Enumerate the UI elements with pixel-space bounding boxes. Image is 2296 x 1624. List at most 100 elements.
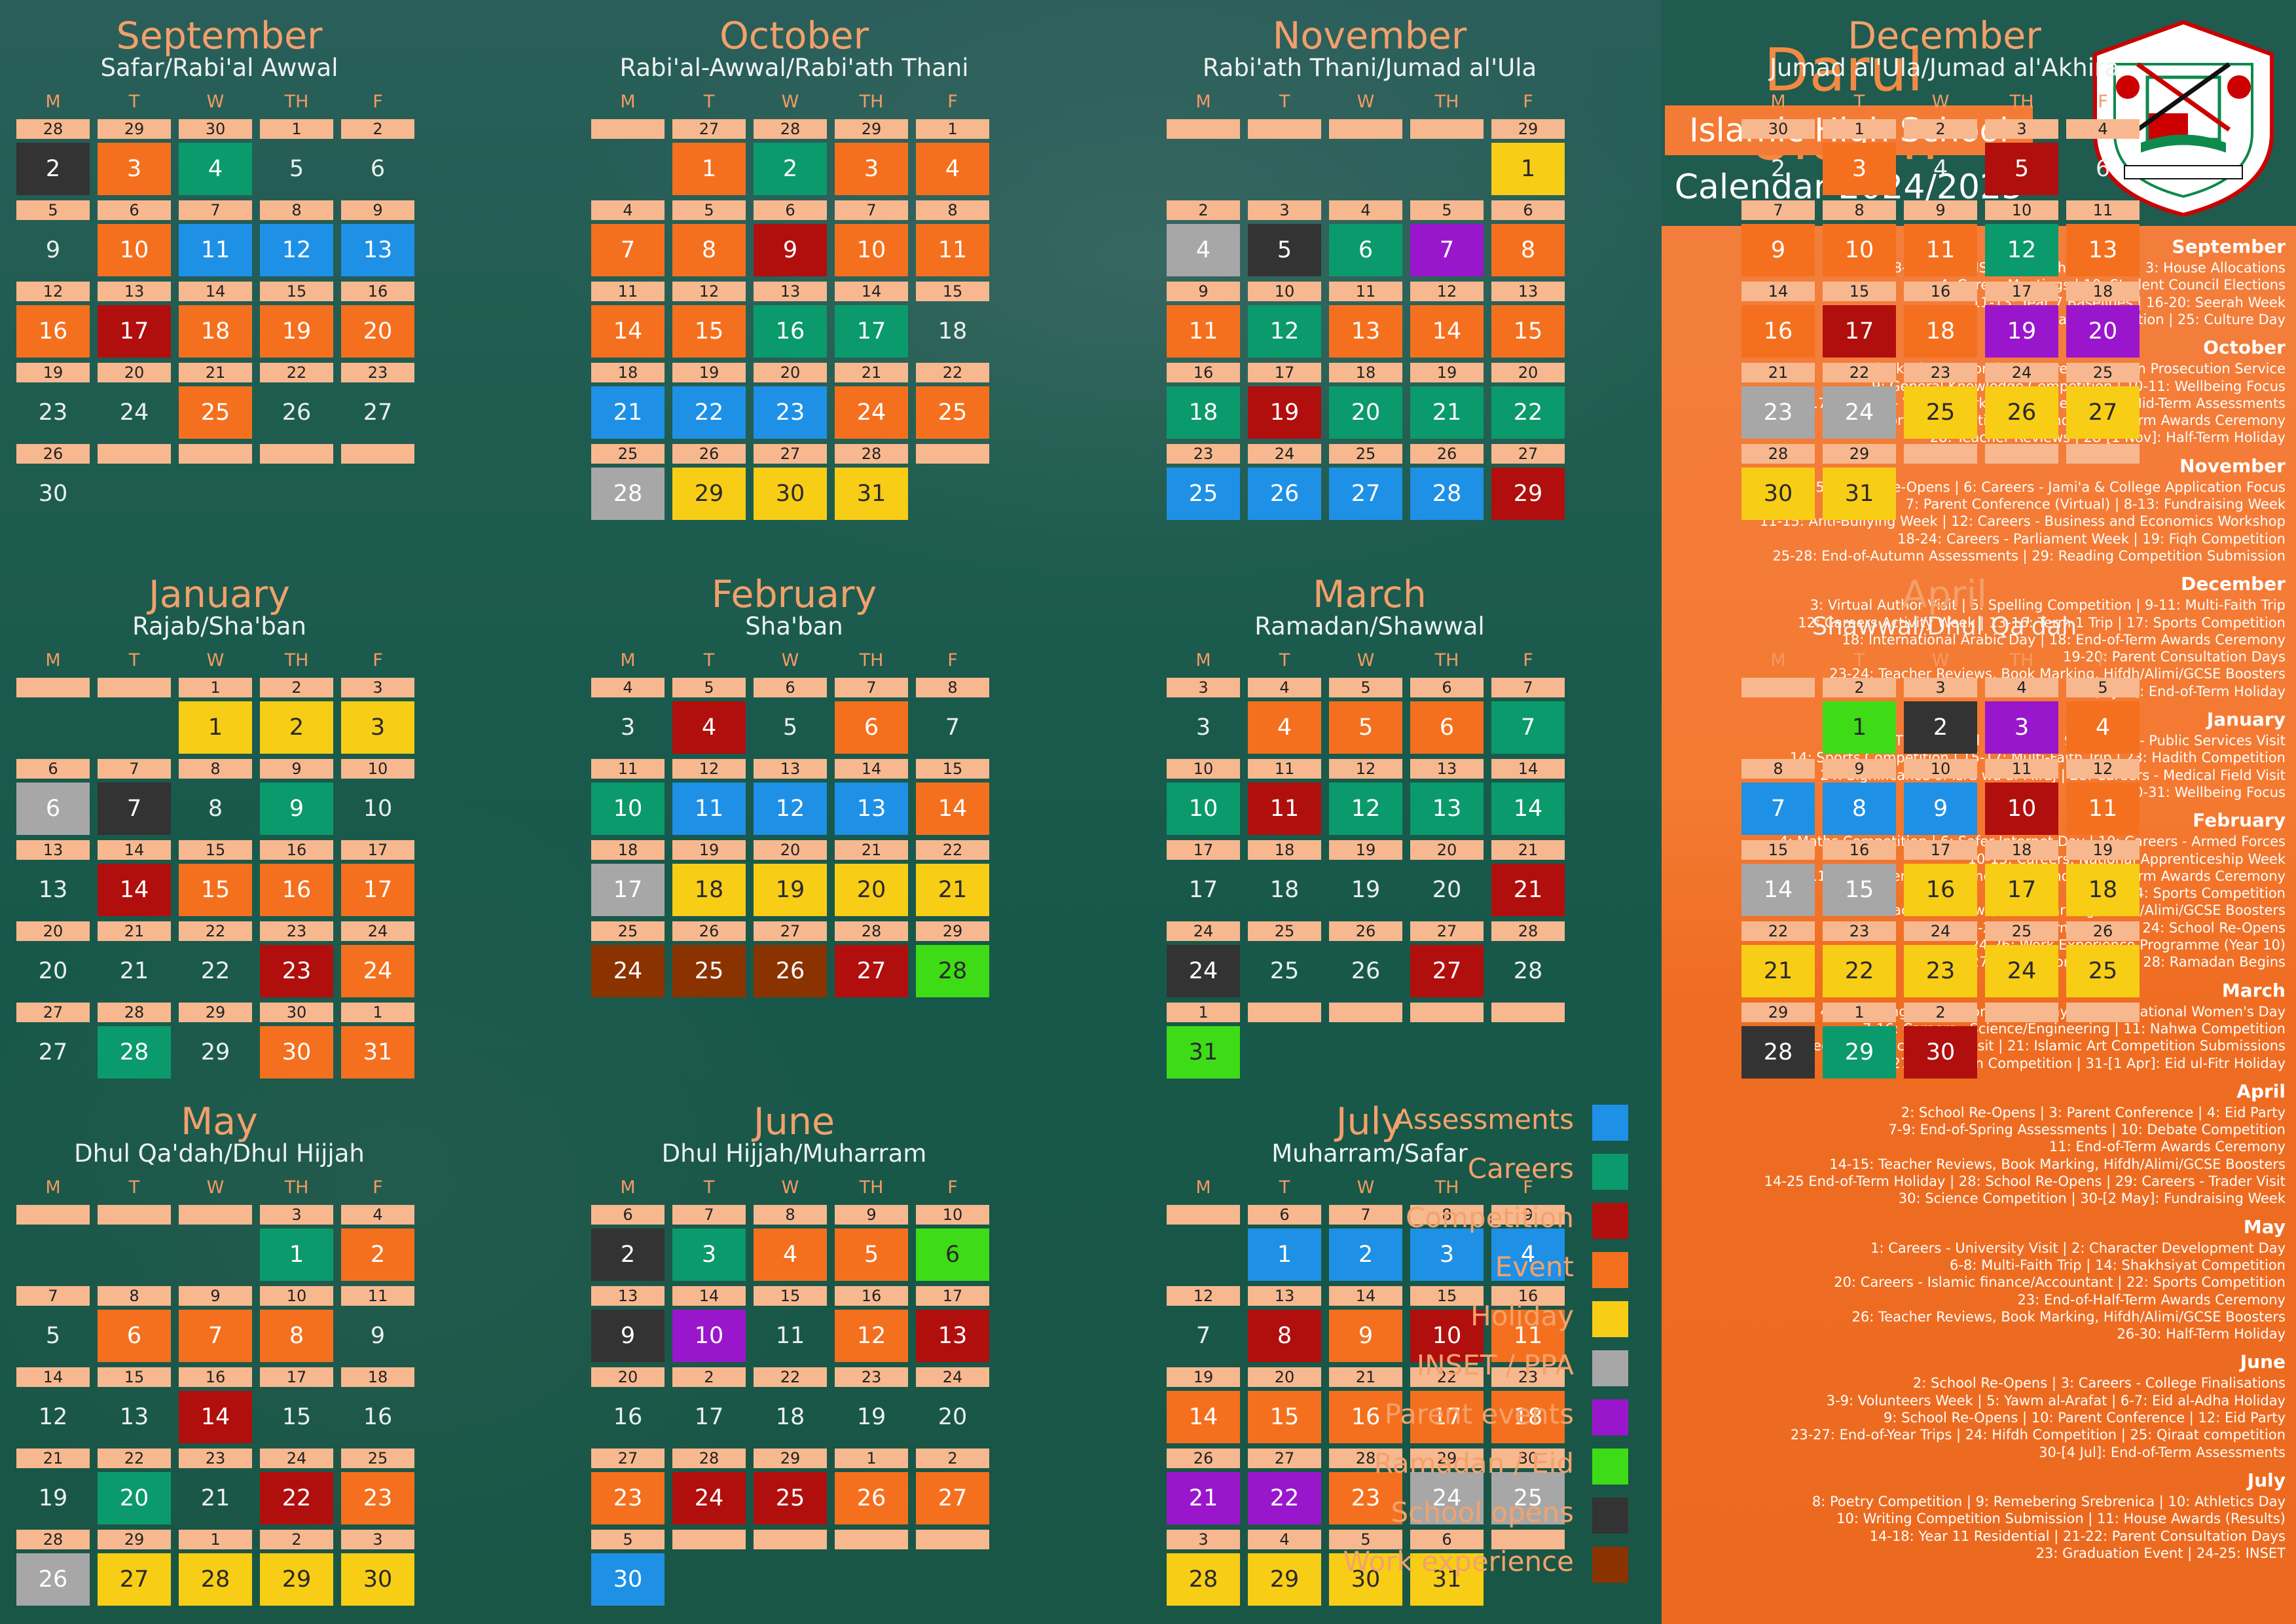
day-cell[interactable]: 19 [856,1404,886,1430]
day-cell[interactable]: 30 [38,481,68,507]
day-cell[interactable]: 3 [341,701,414,754]
day-cell[interactable]: 2 [260,701,333,754]
day-cell[interactable]: 10 [835,224,908,276]
day-cell[interactable]: 17 [1823,305,1896,358]
day-cell[interactable]: 19 [1248,386,1321,439]
day-cell[interactable]: 14 [179,1391,252,1443]
day-cell[interactable]: 1 [1823,701,1896,754]
day-cell[interactable]: 28 [1741,1026,1815,1079]
day-cell[interactable]: 25 [916,386,989,439]
day-cell[interactable]: 8 [1248,1310,1321,1362]
day-cell[interactable]: 24 [1985,945,2058,997]
day-cell[interactable]: 8 [672,224,746,276]
day-cell[interactable]: 3 [98,143,171,195]
day-cell[interactable]: 30 [341,1553,414,1606]
day-cell[interactable]: 23 [591,1472,665,1524]
day-cell[interactable]: 21 [591,386,665,439]
day-cell[interactable]: 29 [672,468,746,520]
day-cell[interactable]: 19 [754,864,827,916]
day-cell[interactable]: 10 [363,796,393,822]
day-cell[interactable]: 5 [782,714,798,741]
day-cell[interactable]: 11 [775,1323,805,1349]
day-cell[interactable]: 3 [835,143,908,195]
day-cell[interactable]: 20 [1432,877,1462,903]
day-cell[interactable]: 26 [835,1472,908,1524]
day-cell[interactable]: 13 [119,1404,149,1430]
day-cell[interactable]: 14 [916,783,989,835]
day-cell[interactable]: 2 [754,143,827,195]
day-cell[interactable]: 24 [672,1472,746,1524]
day-cell[interactable]: 3 [1410,1228,1484,1281]
day-cell[interactable]: 18 [179,305,252,358]
day-cell[interactable]: 31 [1410,1553,1484,1606]
day-cell[interactable]: 18 [2066,864,2140,916]
day-cell[interactable]: 3 [620,714,636,741]
day-cell[interactable]: 23 [260,945,333,997]
day-cell[interactable]: 27 [38,1039,68,1065]
day-cell[interactable]: 22 [200,958,230,984]
day-cell[interactable]: 9 [1741,224,1815,276]
day-cell[interactable]: 9 [1904,783,1977,835]
day-cell[interactable]: 14 [1741,864,1815,916]
day-cell[interactable]: 12 [1329,783,1402,835]
day-cell[interactable]: 7 [1741,783,1815,835]
day-cell[interactable]: 20 [938,1404,968,1430]
day-cell[interactable]: 7 [1491,701,1565,754]
day-cell[interactable]: 18 [938,318,968,344]
day-cell[interactable]: 12 [260,224,333,276]
day-cell[interactable]: 10 [98,224,171,276]
day-cell[interactable]: 19 [38,1485,68,1511]
day-cell[interactable]: 21 [1741,945,1815,997]
day-cell[interactable]: 14 [1491,783,1565,835]
day-cell[interactable]: 21 [1167,1472,1240,1524]
day-cell[interactable]: 4 [1933,156,1948,182]
day-cell[interactable]: 24 [1167,945,1240,997]
day-cell[interactable]: 26 [754,945,827,997]
day-cell[interactable]: 6 [835,701,908,754]
day-cell[interactable]: 5 [835,1228,908,1281]
day-cell[interactable]: 30 [1329,1553,1402,1606]
day-cell[interactable]: 10 [672,1310,746,1362]
day-cell[interactable]: 13 [38,877,68,903]
day-cell[interactable]: 30 [260,1026,333,1079]
day-cell[interactable]: 11 [179,224,252,276]
day-cell[interactable]: 31 [1823,468,1896,520]
day-cell[interactable]: 2 [591,1228,665,1281]
day-cell[interactable]: 16 [363,1404,393,1430]
day-cell[interactable]: 22 [1491,386,1565,439]
day-cell[interactable]: 27 [835,945,908,997]
day-cell[interactable]: 19 [1985,305,2058,358]
day-cell[interactable]: 19 [260,305,333,358]
day-cell[interactable]: 1 [179,701,252,754]
day-cell[interactable]: 2 [1770,156,1786,182]
day-cell[interactable]: 27 [916,1472,989,1524]
day-cell[interactable]: 7 [98,783,171,835]
day-cell[interactable]: 23 [754,386,827,439]
day-cell[interactable]: 1 [260,1228,333,1281]
day-cell[interactable]: 7 [591,224,665,276]
day-cell[interactable]: 27 [363,399,393,426]
day-cell[interactable]: 16 [613,1404,643,1430]
day-cell[interactable]: 17 [591,864,665,916]
day-cell[interactable]: 16 [754,305,827,358]
day-cell[interactable]: 29 [200,1039,230,1065]
day-cell[interactable]: 14 [98,864,171,916]
day-cell[interactable]: 26 [1248,468,1321,520]
day-cell[interactable]: 27 [2066,386,2140,439]
day-cell[interactable]: 24 [591,945,665,997]
day-cell[interactable]: 12 [835,1310,908,1362]
day-cell[interactable]: 8 [1491,224,1565,276]
day-cell[interactable]: 28 [1167,1553,1240,1606]
day-cell[interactable]: 13 [916,1310,989,1362]
day-cell[interactable]: 21 [200,1485,230,1511]
day-cell[interactable]: 18 [1491,1391,1565,1443]
day-cell[interactable]: 23 [1741,386,1815,439]
day-cell[interactable]: 20 [835,864,908,916]
day-cell[interactable]: 23 [341,1472,414,1524]
day-cell[interactable]: 11 [672,783,746,835]
day-cell[interactable]: 31 [835,468,908,520]
day-cell[interactable]: 11 [1167,305,1240,358]
day-cell[interactable]: 21 [1410,386,1484,439]
day-cell[interactable]: 15 [1248,1391,1321,1443]
day-cell[interactable]: 31 [341,1026,414,1079]
